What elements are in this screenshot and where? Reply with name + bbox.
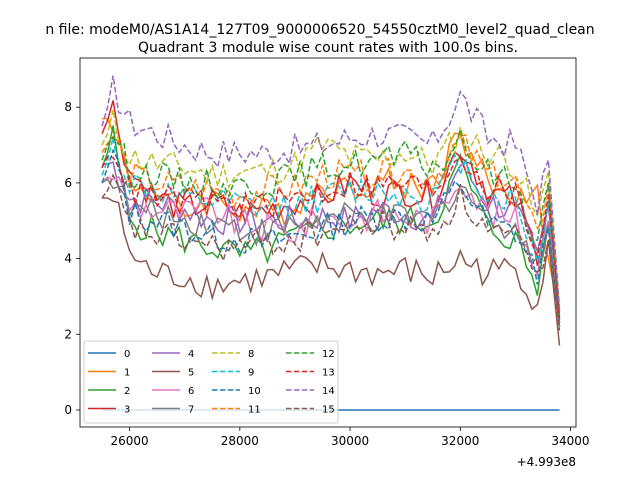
legend-label-0: 0 [124, 349, 130, 360]
series-line-10 [101, 148, 561, 327]
plot-frame [79, 57, 577, 428]
y-tick-label: 2 [64, 327, 72, 341]
legend-label-7: 7 [188, 405, 194, 416]
series-line-14 [101, 75, 561, 308]
chart-title: Quadrant 3 module wise count rates with … [138, 40, 518, 56]
x-tick-label: 28000 [221, 434, 259, 448]
legend-box [83, 340, 339, 424]
y-axis: 0 2 4 6 8 [64, 100, 80, 417]
series-line-13 [101, 155, 561, 320]
series-line-9 [101, 137, 561, 316]
x-tick-label: 30000 [331, 434, 369, 448]
x-tick-label: 26000 [111, 434, 149, 448]
legend-label-11: 11 [248, 405, 261, 416]
series-line-7 [101, 178, 561, 327]
legend-label-4: 4 [188, 349, 194, 360]
legend-label-9: 9 [248, 368, 254, 379]
legend-label-2: 2 [124, 386, 130, 397]
y-tick-label: 4 [64, 252, 72, 266]
series-line-11 [101, 134, 561, 316]
x-tick-label: 32000 [441, 434, 479, 448]
series-line-5 [102, 197, 561, 346]
legend-label-10: 10 [248, 386, 261, 397]
legend-label-5: 5 [188, 368, 194, 379]
legend-label-12: 12 [322, 349, 335, 360]
y-tick-label: 6 [64, 176, 72, 190]
figure-suptitle: n file: modeM0/AS1A14_127T09_9000006520_… [45, 22, 594, 38]
x-offset-label: +4.993e8 [517, 455, 576, 469]
legend-label-3: 3 [124, 405, 130, 416]
y-tick-label: 8 [64, 100, 72, 114]
series-line-3 [101, 100, 561, 312]
legend-label-13: 13 [322, 368, 335, 379]
series-line-15 [101, 173, 561, 331]
series-line-12 [101, 127, 561, 320]
series-line-6 [101, 175, 561, 323]
x-tick-label: 34000 [551, 434, 589, 448]
legend-label-6: 6 [188, 386, 194, 397]
series-line-8 [101, 109, 561, 312]
y-tick-label: 0 [64, 403, 72, 417]
legend-label-14: 14 [322, 386, 335, 397]
series-layer [101, 75, 561, 411]
x-axis: 26000 28000 30000 32000 34000 [111, 427, 590, 448]
legend-label-1: 1 [124, 368, 130, 379]
legend-label-15: 15 [322, 405, 335, 416]
legend-label-8: 8 [248, 349, 254, 360]
